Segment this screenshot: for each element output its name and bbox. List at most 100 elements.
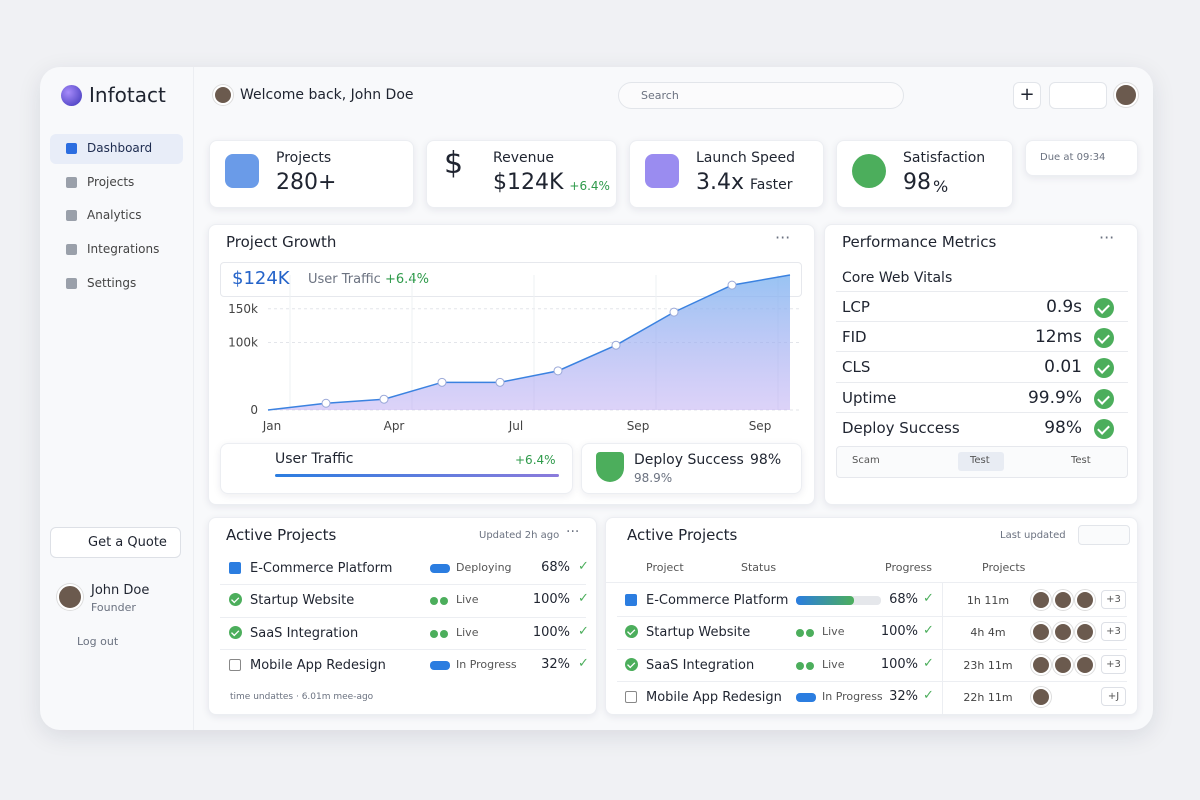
row-icon <box>229 562 241 574</box>
row-divider <box>617 648 1127 650</box>
quote-label[interactable]: Get a Quote <box>88 535 167 550</box>
shield <box>596 452 624 482</box>
member-avatar <box>1075 590 1095 610</box>
status-dot <box>796 629 804 638</box>
project-name: SaaS Integration <box>646 657 755 673</box>
more-members: +3 <box>1101 654 1126 674</box>
point <box>727 280 737 290</box>
add-button[interactable]: + <box>1013 82 1041 109</box>
search-placeholder[interactable]: Search <box>641 89 679 102</box>
row-icon <box>229 659 241 672</box>
logout[interactable]: Log out <box>77 635 119 648</box>
metric-divider <box>836 321 1128 323</box>
metric-label: CLS <box>842 358 871 377</box>
header-divider <box>606 582 1137 583</box>
deploy-sub: 98.9% <box>634 471 673 485</box>
progress-check: ✓ <box>578 656 589 672</box>
dollar-icon: $ <box>444 146 464 181</box>
row-icon <box>625 594 637 606</box>
point <box>553 366 563 376</box>
metric-check <box>1094 298 1114 318</box>
more[interactable]: ··· <box>566 524 580 540</box>
status-dot <box>440 597 448 606</box>
column-header: Project <box>646 561 684 574</box>
progress: 32% <box>889 689 918 705</box>
filter-button[interactable] <box>1078 525 1130 545</box>
metric-label: Deploy Success <box>842 418 960 437</box>
metric-label: LCP <box>842 298 870 316</box>
user-avatar <box>57 584 83 610</box>
summary-change: +6.4% <box>385 272 429 287</box>
column-header: Status <box>741 561 777 574</box>
point <box>611 340 621 350</box>
metric-check <box>1094 388 1114 409</box>
point <box>669 307 679 317</box>
x-tick-label: Jan <box>262 419 282 433</box>
metric-value: 99.9% <box>1027 387 1082 408</box>
row-check <box>625 657 638 671</box>
nav-item[interactable]: Integrations <box>87 242 160 257</box>
project-name: SaaS Integration <box>250 625 359 641</box>
nav-item[interactable]: Settings <box>87 275 137 290</box>
quote-button[interactable] <box>50 527 181 558</box>
project-name: Mobile App Redesign <box>250 658 386 674</box>
row-icon <box>625 691 637 704</box>
traffic-bar <box>275 474 559 477</box>
y-tick-label: 0 <box>250 403 258 417</box>
member-avatar <box>1053 654 1073 675</box>
header-avatar <box>213 85 233 105</box>
stat-label: Satisfaction <box>903 150 986 166</box>
status: In Progress <box>456 658 517 672</box>
member-avatar <box>1053 622 1073 643</box>
nav-item[interactable]: Projects <box>87 174 135 189</box>
traffic-change: +6.4% <box>515 453 556 467</box>
progress: 100% <box>532 592 570 608</box>
point <box>437 377 447 387</box>
member-avatar <box>1031 622 1051 643</box>
logo <box>61 85 82 106</box>
perf-subtitle: Core Web Vitals <box>842 270 953 286</box>
tools-button[interactable] <box>1049 82 1107 109</box>
metric-label: Uptime <box>842 388 897 407</box>
status-pill <box>430 564 450 573</box>
deploy-value: 98% <box>750 452 782 468</box>
member-avatar <box>1031 687 1051 708</box>
left-table-card <box>208 517 597 715</box>
stat-icon <box>645 154 679 188</box>
progress: 68% <box>541 560 570 575</box>
status: Live <box>822 657 845 671</box>
due: Due at 09:34 <box>1040 152 1106 163</box>
growth-chart: 0 100k 150k Jan Apr Jul Sep Sep <box>228 274 800 433</box>
progress: 32% <box>541 657 570 673</box>
right-title: Active Projects <box>627 526 738 544</box>
nav-icon <box>66 244 77 256</box>
nav-item[interactable]: Analytics <box>87 208 142 223</box>
point <box>379 394 389 404</box>
search-box[interactable] <box>618 82 904 109</box>
more[interactable]: ··· <box>1099 228 1115 247</box>
progress: 68% <box>889 592 918 607</box>
time: 23h 11m <box>963 658 1013 672</box>
brand: Infotact <box>89 83 166 107</box>
growth-title: Project Growth <box>226 233 337 251</box>
more-members: +3 <box>1101 590 1126 609</box>
y-tick-label: 100k <box>228 336 258 350</box>
stat-change: +6.4% <box>569 179 610 193</box>
user-role: Founder <box>91 601 136 614</box>
pipeline-active <box>958 452 1004 471</box>
stat-label: Projects <box>276 150 332 166</box>
right-updated: Last updated <box>1000 530 1066 541</box>
row-check <box>229 625 242 639</box>
row-divider <box>220 584 586 586</box>
pipeline-step: Test <box>1071 455 1091 466</box>
nav-item[interactable]: Dashboard <box>87 141 153 155</box>
metric-divider <box>836 291 1128 292</box>
stat-card <box>426 140 617 208</box>
point <box>321 398 331 408</box>
progress-check: ✓ <box>923 591 934 606</box>
y-tick-label: 150k <box>228 302 258 316</box>
stat-suffix: % <box>933 177 949 196</box>
status: Live <box>822 625 845 639</box>
more[interactable]: ··· <box>775 228 791 247</box>
metric-check <box>1094 358 1114 379</box>
